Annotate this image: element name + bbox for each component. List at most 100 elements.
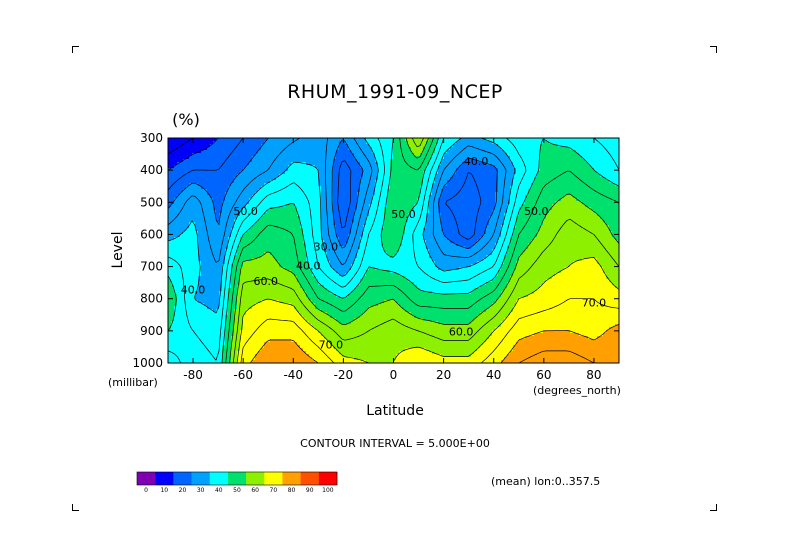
field-cell [591,183,595,187]
field-cell [579,228,583,232]
field-cell [459,189,463,193]
field-cell [249,204,253,208]
field-cell [225,219,229,223]
field-cell [453,213,457,217]
field-cell [465,159,469,163]
field-cell [519,189,523,193]
field-cell [327,174,331,178]
field-cell [381,198,385,202]
field-cell [567,171,571,175]
field-cell [204,165,208,169]
field-cell [270,171,274,175]
field-cell [258,150,262,154]
field-cell [186,234,190,238]
field-cell [180,237,184,241]
field-cell [492,210,496,214]
field-cell [216,159,220,163]
field-cell [603,198,607,202]
field-cell [267,201,271,205]
field-cell [321,186,325,190]
field-cell [360,162,364,166]
field-cell [492,165,496,169]
field-cell [183,165,187,169]
field-cell [576,153,580,157]
field-cell [294,165,298,169]
field-cell [417,231,421,235]
field-cell [309,162,313,166]
field-cell [267,147,271,151]
field-cell [201,138,205,142]
field-cell [363,213,367,217]
field-cell [360,213,364,217]
field-cell [255,183,259,187]
field-cell [534,138,538,142]
field-cell [201,156,205,160]
field-cell [477,192,481,196]
field-cell [615,216,619,220]
field-cell [243,177,247,181]
field-cell [174,219,178,223]
field-cell [585,219,589,223]
field-cell [300,234,304,238]
field-cell [309,144,313,148]
field-cell [336,144,340,148]
field-cell [243,150,247,154]
field-cell [549,222,553,226]
field-cell [297,213,301,217]
field-cell [312,159,316,163]
field-cell [300,186,304,190]
field-cell [534,144,538,148]
field-cell [516,228,520,232]
field-cell [597,207,601,211]
field-cell [186,213,190,217]
field-cell [423,153,427,157]
field-cell [198,228,202,232]
field-cell [354,192,358,196]
field-cell [246,138,250,142]
field-cell [306,189,310,193]
field-cell [261,192,265,196]
field-cell [423,189,427,193]
field-cell [405,141,409,145]
field-cell [180,219,184,223]
field-cell [612,144,616,148]
field-cell [237,144,241,148]
field-cell [459,198,463,202]
field-cell [303,183,307,187]
field-cell [420,159,424,163]
field-cell [426,171,430,175]
field-cell [294,174,298,178]
field-cell [465,204,469,208]
field-cell [423,204,427,208]
field-cell [351,168,355,172]
field-cell [171,234,175,238]
field-cell [297,180,301,184]
field-cell [558,195,562,199]
field-cell [345,198,349,202]
field-cell [270,174,274,178]
field-cell [333,177,337,181]
field-cell [417,168,421,172]
field-cell [213,180,217,184]
field-cell [393,234,397,238]
field-cell [420,180,424,184]
field-cell [450,189,454,193]
field-cell [456,162,460,166]
field-cell [570,210,574,214]
field-cell [198,216,202,220]
field-cell [357,138,361,142]
field-cell [174,207,178,211]
field-cell [570,186,574,190]
field-cell [510,231,514,235]
field-cell [291,219,295,223]
field-cell [288,177,292,181]
field-cell [255,141,259,145]
field-cell [396,174,400,178]
field-cell [303,195,307,199]
field-cell [444,141,448,145]
field-cell [384,228,388,232]
field-cell [198,171,202,175]
field-cell [228,144,232,148]
field-cell [198,186,202,190]
field-cell [231,231,235,235]
